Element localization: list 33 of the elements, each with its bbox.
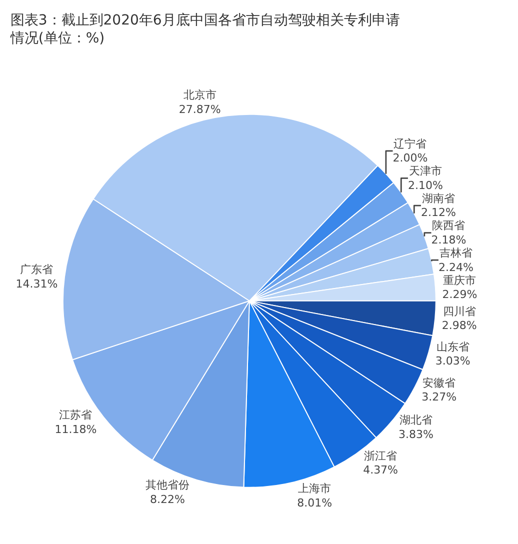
slice-label: 北京市 xyxy=(183,88,216,102)
data-label: 2.12% xyxy=(420,206,456,220)
data-label: 3.83% xyxy=(398,428,434,441)
data-label: 2.18% xyxy=(431,233,466,246)
slice-label: 湖北省 xyxy=(399,414,432,427)
data-label: 11.18% xyxy=(54,422,97,436)
data-label: 3.27% xyxy=(422,390,457,404)
data-label: 2.24% xyxy=(438,260,474,274)
slice-label: 上海市 xyxy=(298,482,332,496)
slice-label: 吉林省 xyxy=(439,246,472,260)
chart-title: 图表3：截止到2020年6月底中国各省市自动驾驶相关专利申请情况(单位：%) xyxy=(9,12,400,47)
data-label: 27.87% xyxy=(178,102,221,116)
data-label: 14.31% xyxy=(16,277,58,290)
data-label: 2.98% xyxy=(442,319,477,332)
data-label: 2.29% xyxy=(442,288,478,302)
data-label: 3.03% xyxy=(435,354,470,368)
data-label: 4.37% xyxy=(363,464,398,477)
slice-label: 江苏省 xyxy=(59,408,92,422)
slice-label: 天津市 xyxy=(408,164,442,178)
slice-label: 陕西省 xyxy=(432,219,466,232)
slice-label: 辽宁省 xyxy=(394,137,427,150)
slice-label: 重庆市 xyxy=(443,274,476,287)
data-label: 2.00% xyxy=(392,152,428,165)
data-label: 8.22% xyxy=(150,492,185,506)
slice-label: 其他省份 xyxy=(145,478,190,492)
slice-label: 安徽省 xyxy=(422,376,456,390)
slice-label: 湖南省 xyxy=(422,192,455,205)
slice-label: 山东省 xyxy=(436,340,470,354)
slice-label: 浙江省 xyxy=(364,449,398,462)
data-label: 8.01% xyxy=(297,496,332,510)
slice-label: 四川省 xyxy=(442,304,476,318)
data-label: 2.10% xyxy=(408,178,443,192)
slice-label: 广东省 xyxy=(20,263,54,276)
